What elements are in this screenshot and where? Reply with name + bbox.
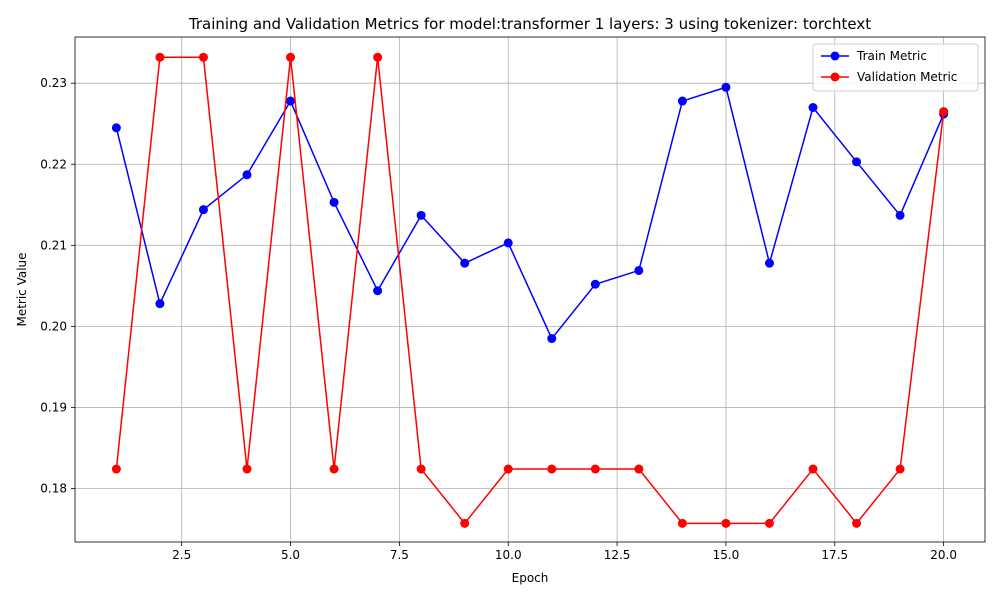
x-tick-label: 15.0 <box>713 548 740 562</box>
train-point <box>764 258 774 268</box>
x-axis-ticks: 2.5 5.0 7.5 10.0 12.5 15.0 17.5 20.0 <box>172 542 957 562</box>
train-point <box>590 279 600 289</box>
validation-point <box>198 52 208 62</box>
y-tick-label: 0.21 <box>40 238 67 252</box>
train-point <box>852 157 862 167</box>
validation-point <box>242 464 252 474</box>
legend-box <box>812 43 979 92</box>
validation-point <box>286 52 296 62</box>
series-line-validation <box>115 56 945 525</box>
y-axis-ticks: 0.18 0.19 0.20 0.21 0.22 0.23 <box>40 76 75 496</box>
validation-point <box>764 518 774 528</box>
x-axis-label: Epoch <box>512 571 549 585</box>
validation-point <box>155 52 165 62</box>
x-tick-label: 20.0 <box>930 548 957 562</box>
legend-label-validation: Validation Metric <box>857 70 957 84</box>
validation-point <box>634 464 644 474</box>
train-point <box>808 103 818 113</box>
train-point <box>242 170 252 180</box>
validation-point <box>590 464 600 474</box>
validation-point <box>503 464 513 474</box>
validation-point <box>547 464 557 474</box>
validation-point <box>329 464 339 474</box>
x-tick-label: 12.5 <box>604 548 631 562</box>
x-tick-label: 10.0 <box>495 548 522 562</box>
train-point <box>416 210 426 220</box>
y-tick-label: 0.22 <box>40 157 67 171</box>
train-point <box>198 205 208 215</box>
validation-point <box>373 52 383 62</box>
series-line-train <box>115 86 945 340</box>
train-point <box>373 286 383 296</box>
train-point <box>111 123 121 133</box>
grid-lines <box>75 37 985 542</box>
y-tick-label: 0.18 <box>40 482 67 496</box>
y-tick-label: 0.19 <box>40 400 67 414</box>
y-tick-label: 0.20 <box>40 319 67 333</box>
legend-marker-train <box>830 51 840 61</box>
validation-point <box>416 464 426 474</box>
validation-point <box>460 518 470 528</box>
validation-point <box>895 464 905 474</box>
validation-point <box>111 464 121 474</box>
x-tick-label: 7.5 <box>390 548 409 562</box>
chart-title: Training and Validation Metrics for mode… <box>188 15 871 33</box>
train-point <box>286 96 296 106</box>
validation-point <box>721 518 731 528</box>
train-point <box>721 82 731 92</box>
legend-label-train: Train Metric <box>856 49 927 63</box>
x-tick-label: 2.5 <box>172 548 191 562</box>
series-layer <box>111 52 949 528</box>
validation-point <box>852 518 862 528</box>
train-point <box>677 96 687 106</box>
train-point <box>503 238 513 248</box>
legend-marker-validation <box>830 72 840 82</box>
y-axis-label: Metric Value <box>15 252 29 326</box>
legend: Train Metric Validation Metric <box>812 43 979 92</box>
train-point <box>895 210 905 220</box>
validation-point <box>808 464 818 474</box>
x-tick-label: 5.0 <box>281 548 300 562</box>
plot-frame <box>74 36 986 543</box>
train-point <box>460 258 470 268</box>
y-tick-label: 0.23 <box>40 76 67 90</box>
train-point <box>329 197 339 207</box>
validation-point <box>677 518 687 528</box>
train-point <box>634 265 644 275</box>
validation-point <box>939 107 949 117</box>
train-point <box>155 299 165 309</box>
x-tick-label: 17.5 <box>821 548 848 562</box>
train-point <box>547 334 557 344</box>
